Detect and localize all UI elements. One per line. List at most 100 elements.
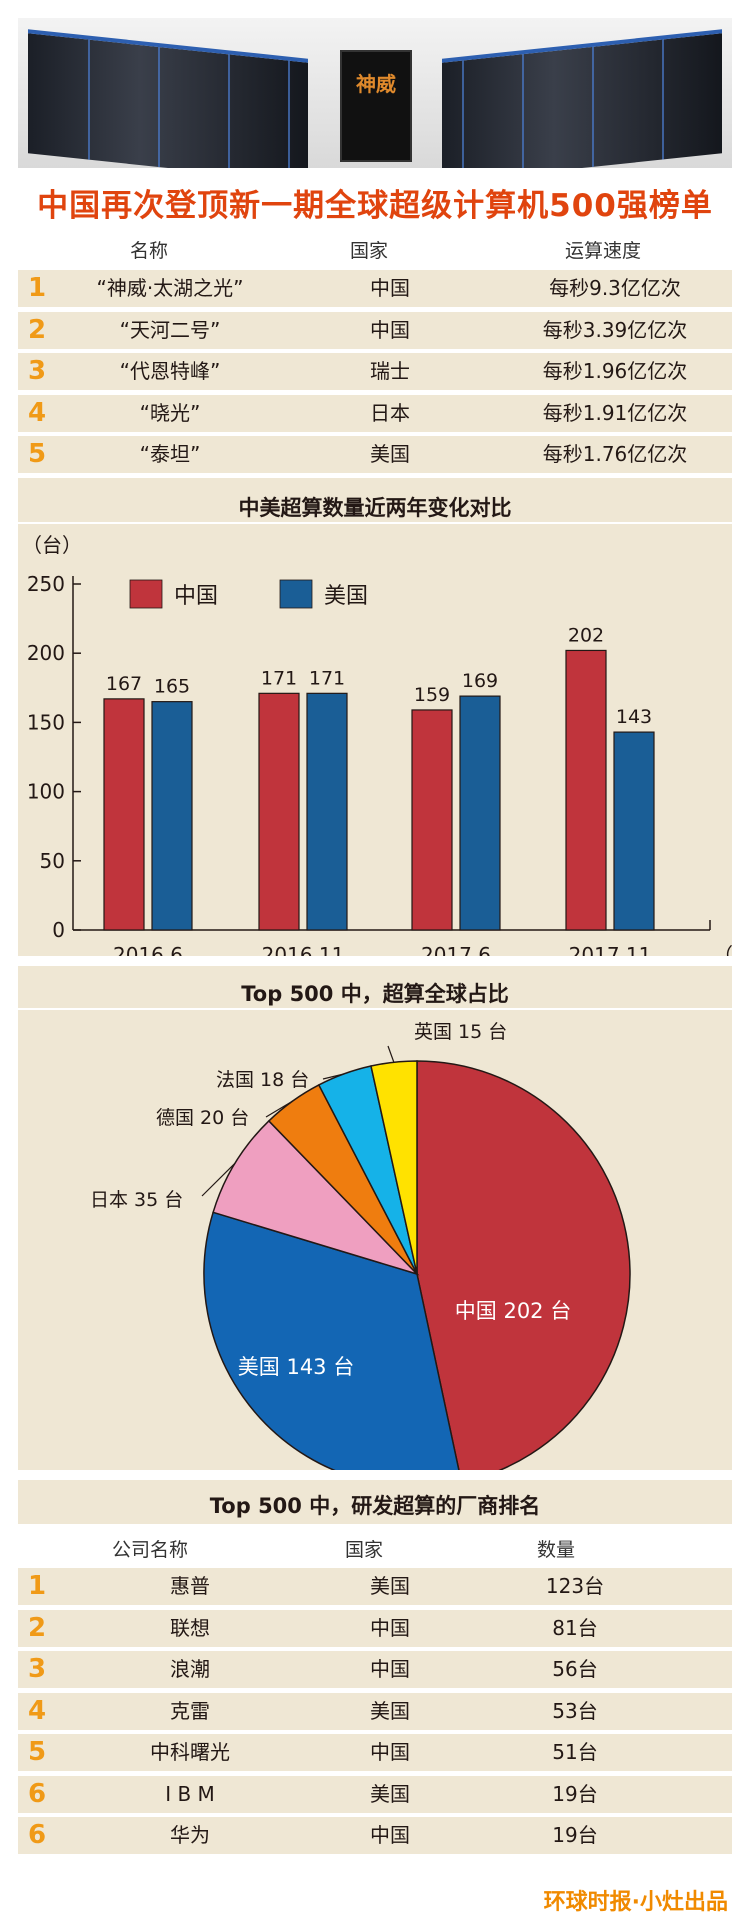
vendor-country: 美国 (370, 1574, 410, 1598)
vendor-row: 2 联想 中国 81台 (18, 1610, 732, 1647)
rank-number: 4 (18, 395, 56, 432)
rank-number: 3 (18, 353, 56, 390)
bar-value-label: 143 (616, 706, 652, 728)
pie-chart-title: Top 500 中，超算全球占比 (241, 982, 509, 1006)
vendor-country: 中国 (370, 1657, 410, 1681)
y-axis-unit-label: （台） (22, 533, 82, 557)
legend-label: 美国 (324, 584, 368, 609)
vendor-rank-number: 5 (18, 1734, 56, 1771)
row-body: “代恩特峰” 瑞士 每秒1.96亿亿次 (60, 353, 732, 390)
vendor-rank-number: 1 (18, 1568, 56, 1605)
vendor-company: 惠普 (170, 1574, 210, 1598)
vendor-count: 123台 (545, 1574, 605, 1598)
bar-value-label: 171 (309, 667, 345, 689)
vendor-row: 1 惠普 美国 123台 (18, 1568, 732, 1605)
vendor-rank-number: 3 (18, 1651, 56, 1688)
vendor-row: 3 浪潮 中国 56台 (18, 1651, 732, 1688)
pie-label-japan: 日本 35 台 (90, 1189, 183, 1211)
right-server-racks (442, 29, 722, 168)
x-tick-label: 2016.11 (262, 943, 345, 956)
bar-usa (613, 731, 655, 931)
vendor-country: 美国 (370, 1782, 410, 1806)
x-tick-label: 2017.6 (421, 943, 491, 956)
bar-china (565, 649, 607, 931)
hero-image: 神威 (18, 18, 732, 168)
y-tick-label: 200 (27, 641, 65, 665)
bar-usa (459, 695, 501, 931)
computer-name: “代恩特峰” (119, 359, 221, 383)
bar-value-label: 171 (261, 667, 297, 689)
bar-value-label: 169 (462, 670, 498, 692)
vendor-rank-number: 2 (18, 1610, 56, 1647)
bar-chart: 0 50 100 150 200 250 （台） （年） 167 165 2016.6 171 171 2… (22, 533, 732, 956)
ranking-row: 3 “代恩特峰” 瑞士 每秒1.96亿亿次 (18, 353, 732, 390)
ranking-row: 5 “泰坦” 美国 每秒1.76亿亿次 (18, 436, 732, 473)
computer-country: 瑞士 (370, 359, 410, 383)
row-body: 惠普 美国 123台 (60, 1568, 732, 1605)
vendor-count: 53台 (552, 1699, 598, 1723)
vendor-count: 19台 (552, 1823, 598, 1847)
ranking-row: 4 “晓光” 日本 每秒1.91亿亿次 (18, 395, 732, 432)
x-tick-label: 2016.6 (113, 943, 183, 956)
vendor-title-bar (18, 1480, 732, 1524)
pie-label-germany: 德国 20 台 (156, 1107, 249, 1129)
legend-swatch-china (129, 579, 163, 609)
pie-label-usa: 美国 143 台 (238, 1355, 354, 1379)
y-tick-label: 0 (52, 918, 65, 942)
computer-country: 中国 (370, 276, 410, 300)
y-tick-label: 250 (27, 572, 65, 596)
row-body: “晓光” 日本 每秒1.91亿亿次 (60, 395, 732, 432)
vendor-col-header-company: 公司名称 (112, 1539, 189, 1561)
vendor-count: 51台 (552, 1740, 598, 1764)
computer-speed: 每秒3.39亿亿次 (542, 318, 688, 342)
col-header-speed: 运算速度 (565, 240, 642, 262)
bar-usa (306, 692, 348, 931)
pie-slice-japan (212, 1119, 420, 1276)
computer-country: 中国 (370, 318, 410, 342)
y-tick-label: 150 (27, 710, 65, 734)
ranking-row: 2 “天河二号” 中国 每秒3.39亿亿次 (18, 312, 732, 349)
bar-china (103, 698, 145, 931)
pie-leader-line (201, 1162, 236, 1197)
left-server-racks (28, 29, 308, 168)
bar-value-label: 202 (568, 624, 604, 646)
pie-slice-china (416, 1060, 631, 1470)
vendor-company: I B M (165, 1782, 215, 1806)
row-body: 中科曙光 中国 51台 (60, 1734, 732, 1771)
vendor-col-header-country: 国家 (345, 1539, 384, 1561)
center-cabinet: 神威 (340, 50, 412, 162)
cabinet-logo: 神威 (356, 72, 396, 96)
vendor-rank-number: 6 (18, 1817, 56, 1854)
row-body: “泰坦” 美国 每秒1.76亿亿次 (60, 436, 732, 473)
pie-label-china: 中国 202 台 (455, 1299, 571, 1323)
computer-name: “神威·太湖之光” (96, 276, 244, 300)
bar-value-label: 159 (414, 684, 450, 706)
x-tick-label: 2017.11 (569, 943, 652, 956)
headline: 中国再次登顶新一期全球超级计算机500强榜单 (37, 188, 713, 224)
bar-china (258, 692, 300, 931)
x-axis-unit-label: （年） (713, 943, 732, 956)
ranking-row: 1 “神威·太湖之光” 中国 每秒9.3亿亿次 (18, 270, 732, 307)
rank-number: 5 (18, 436, 56, 473)
vendor-company: 联想 (170, 1616, 210, 1640)
vendor-country: 中国 (370, 1823, 410, 1847)
bar-usa (151, 701, 193, 931)
footer-credit: 环球时报·小灶出品 (543, 1890, 728, 1915)
vendor-row: 6 华为 中国 19台 (18, 1817, 732, 1854)
row-body: 联想 中国 81台 (60, 1610, 732, 1647)
pie-label-france: 法国 18 台 (216, 1069, 309, 1091)
row-body: 浪潮 中国 56台 (60, 1651, 732, 1688)
vendor-company: 克雷 (170, 1699, 210, 1723)
vendor-row: 4 克雷 美国 53台 (18, 1693, 732, 1730)
vendor-count: 56台 (552, 1657, 598, 1681)
vendor-count: 19台 (552, 1782, 598, 1806)
vendor-count: 81台 (552, 1616, 598, 1640)
rank-number: 2 (18, 312, 56, 349)
pie-leader-line (265, 1100, 293, 1118)
pie-slice-usa (203, 1211, 460, 1470)
computer-country: 美国 (370, 442, 410, 466)
computer-name: “晓光” (139, 401, 201, 425)
bar-china (411, 709, 453, 931)
vendor-rank-number: 6 (18, 1776, 56, 1813)
col-header-name: 名称 (130, 240, 169, 262)
